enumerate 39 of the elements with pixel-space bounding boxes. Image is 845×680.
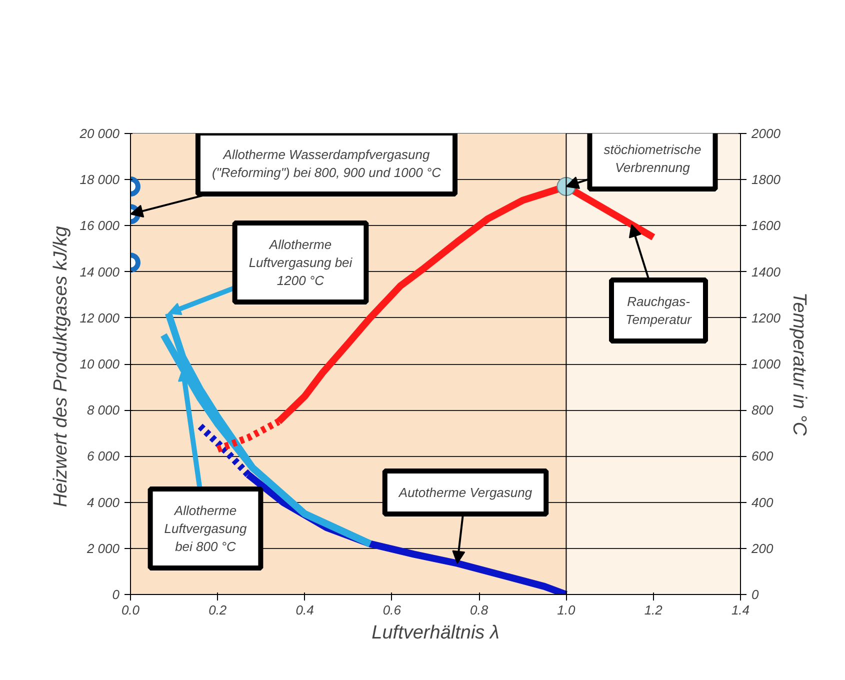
y-axis-title: Heizwert des Produktgases kJ/kg — [50, 226, 72, 508]
annotation: Autotherme Vergasung — [398, 485, 533, 500]
y2-tick-label: 600 — [752, 448, 774, 464]
y2-tick-label: 400 — [752, 494, 774, 510]
y-tick-label: 8 000 — [86, 402, 120, 418]
y-tick-label: 0 — [112, 587, 120, 602]
x-tick-label: 0.4 — [296, 602, 314, 618]
y-tick-label: 2 000 — [86, 540, 120, 556]
y2-tick-label: 0 — [752, 587, 760, 602]
y-tick-label: 4 000 — [86, 494, 120, 510]
x-tick-label: 0.8 — [470, 602, 489, 618]
x-tick-label: 1.2 — [644, 602, 664, 618]
y2-tick-label: 1000 — [752, 356, 782, 372]
y2-tick-label: 1400 — [752, 264, 782, 280]
y2-tick-label: 200 — [750, 540, 774, 556]
y2-tick-label: 1200 — [752, 310, 782, 326]
y2-tick-label: 1600 — [752, 218, 782, 234]
annotation: Allotherme Luftvergasung bei 800 °C — [164, 503, 248, 554]
x-tick-label: 1.0 — [557, 602, 576, 618]
y-tick-label: 10 000 — [80, 356, 120, 372]
x-tick-label: 0.6 — [382, 602, 402, 618]
y-tick-label: 6 000 — [86, 448, 120, 464]
x-tick-label: 1.4 — [731, 602, 750, 618]
x-axis-title: Luftverhältnis λ — [372, 622, 500, 644]
y2-tick-label: 800 — [752, 402, 774, 418]
annotation: Allotherme Luftvergasung bei 1200 °C — [248, 237, 354, 288]
annotation: Allotherme Wasserdampfvergasung ("Reforming") bei 800, 900 und 1000 °C — [212, 147, 442, 180]
x-tick-label: 0.0 — [121, 602, 140, 618]
y2-tick-label: 2000 — [750, 126, 782, 141]
x-tick-label: 0.2 — [208, 602, 228, 618]
y2-axis-title: Temperatur in °C — [788, 292, 810, 436]
annotation: Rauchgas- Temperatur — [626, 294, 692, 327]
y-tick-label: 18 000 — [80, 172, 120, 188]
y-tick-label: 20 000 — [78, 126, 120, 141]
annotation: stöchiometrische Verbrennung — [604, 142, 702, 175]
y2-tick-label: 1800 — [752, 172, 782, 188]
y-tick-label: 14 000 — [80, 264, 120, 280]
y-tick-label: 12 000 — [80, 310, 120, 326]
y-tick-label: 16 000 — [80, 218, 120, 234]
